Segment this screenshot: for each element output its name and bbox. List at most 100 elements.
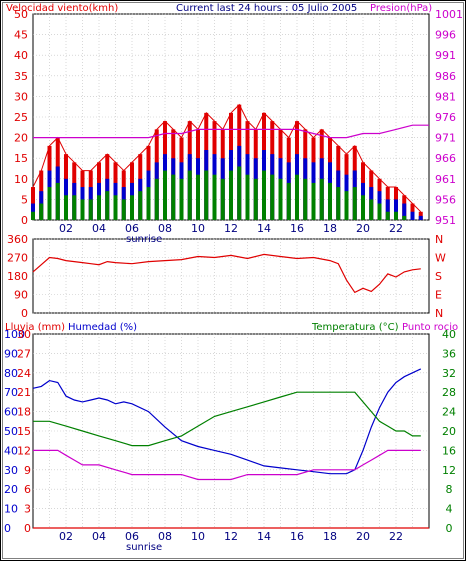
humidity-tick-label: 0: [4, 522, 11, 535]
direction-tick-label: 360: [7, 233, 28, 246]
pressure-tick-label: 976: [435, 111, 456, 124]
pressure-axis-label: Presion(hPa): [370, 3, 432, 14]
pressure-tick-label: 956: [435, 193, 456, 206]
humidity-tick-label: 90: [4, 347, 18, 360]
wind-direction-line: [32, 253, 421, 294]
x-sunrise-label: sunrise: [126, 542, 162, 553]
dewpoint-line: [33, 449, 421, 481]
temperature-tick-label: 36: [442, 347, 456, 360]
wind-tick-label: 50: [14, 8, 28, 21]
compass-label: S: [435, 270, 442, 283]
x-tick-label: 06: [125, 530, 139, 543]
temperature-tick-label: 16: [442, 444, 456, 457]
humidity-axis-label: Humedad (%): [68, 322, 137, 333]
rain-tick-label: 12: [17, 444, 31, 457]
x-tick-label: 14: [257, 530, 271, 543]
rain-tick-label: 30: [17, 328, 31, 341]
wind-tick-label: 25: [14, 111, 28, 124]
x-tick-label: 18: [323, 222, 337, 235]
pressure-tick-label: 991: [435, 49, 456, 62]
compass-label: N: [435, 307, 443, 320]
humidity-tick-label: 20: [4, 483, 18, 496]
x-tick-label: 02: [59, 222, 73, 235]
rain-tick-label: 18: [17, 406, 31, 419]
wind-tick-label: 40: [14, 49, 28, 62]
humidity-line: [32, 368, 422, 475]
rain-tick-label: 9: [24, 464, 31, 477]
temperature-line: [33, 391, 421, 447]
rain-tick-label: 27: [17, 347, 31, 360]
compass-label: W: [435, 252, 446, 265]
rain-tick-label: 6: [24, 483, 31, 496]
x-tick-label: 04: [92, 530, 106, 543]
x-sunrise-label: sunrise: [126, 234, 162, 245]
chart-title: Current last 24 hours : 05 Julio 2005: [176, 3, 357, 14]
dewpoint-axis-label: Punto rocio: [402, 322, 458, 333]
x-tick-label: 20: [356, 530, 370, 543]
rain-tick-label: 24: [17, 367, 31, 380]
wind-gust-line: [32, 103, 422, 213]
direction-tick-label: 180: [7, 270, 28, 283]
temperature-tick-label: 0: [446, 522, 453, 535]
wind-tick-label: 30: [14, 90, 28, 103]
rain-tick-label: 0: [24, 522, 31, 535]
x-tick-label: 06: [125, 222, 139, 235]
rain-tick-label: 3: [24, 503, 31, 516]
temperature-tick-label: 12: [442, 464, 456, 477]
x-tick-label: 20: [356, 222, 370, 235]
temperature-axis-label: Temperatura (°C): [311, 322, 399, 333]
compass-label: E: [435, 289, 442, 302]
pressure-tick-label: 981: [435, 90, 456, 103]
rain-tick-label: 21: [17, 386, 31, 399]
direction-tick-label: 90: [14, 289, 28, 302]
wind-tick-label: 35: [14, 70, 28, 83]
x-tick-label: 12: [224, 530, 238, 543]
x-tick-label: 10: [191, 222, 205, 235]
direction-tick-label: 270: [7, 252, 28, 265]
wind-tick-label: 10: [14, 173, 28, 186]
x-tick-label: 04: [92, 222, 106, 235]
x-tick-label: 16: [290, 222, 304, 235]
pressure-tick-label: 961: [435, 173, 456, 186]
x-tick-label: 22: [389, 530, 403, 543]
wind-tick-label: 5: [21, 193, 28, 206]
direction-tick-label: 0: [21, 307, 28, 320]
x-tick-label: 18: [323, 530, 337, 543]
x-tick-label: 14: [257, 222, 271, 235]
x-tick-label: 08: [158, 530, 172, 543]
temperature-tick-label: 8: [446, 483, 453, 496]
rain-axis-label: Lluvia (mm): [5, 322, 65, 333]
humidity-tick-label: 60: [4, 406, 18, 419]
wind-tick-label: 45: [14, 29, 28, 42]
pressure-tick-label: 986: [435, 70, 456, 83]
temperature-tick-label: 28: [442, 386, 456, 399]
temperature-tick-label: 20: [442, 425, 456, 438]
pressure-tick-label: 1001: [435, 8, 463, 21]
pressure-tick-label: 971: [435, 132, 456, 145]
temperature-tick-label: 24: [442, 406, 456, 419]
rain-tick-label: 15: [17, 425, 31, 438]
pressure-line: [33, 124, 429, 139]
wind-tick-label: 15: [14, 152, 28, 165]
pressure-tick-label: 951: [435, 214, 456, 227]
x-tick-label: 10: [191, 530, 205, 543]
humidity-tick-label: 100: [4, 328, 25, 341]
x-tick-label: 08: [158, 222, 172, 235]
temperature-tick-label: 32: [442, 367, 456, 380]
wind-tick-label: 0: [21, 214, 28, 227]
temperature-tick-label: 4: [446, 503, 453, 516]
x-tick-label: 16: [290, 530, 304, 543]
humidity-tick-label: 10: [4, 503, 18, 516]
humidity-tick-label: 40: [4, 444, 18, 457]
humidity-tick-label: 50: [4, 425, 18, 438]
pressure-tick-label: 966: [435, 152, 456, 165]
compass-label: N: [435, 233, 443, 246]
temperature-tick-label: 40: [442, 328, 456, 341]
wind-tick-label: 20: [14, 132, 28, 145]
x-tick-label: 02: [59, 530, 73, 543]
wind-axis-label: Velocidad viento(kmh): [6, 3, 118, 14]
